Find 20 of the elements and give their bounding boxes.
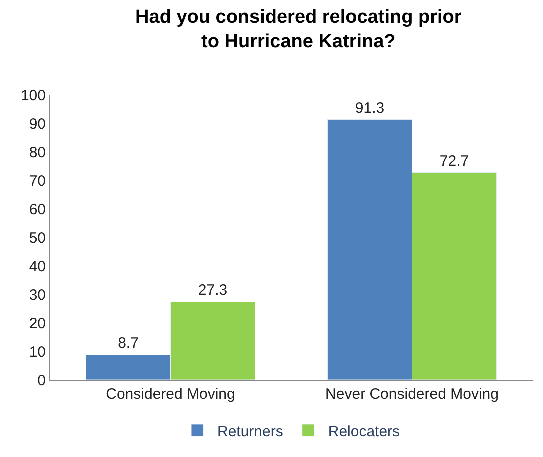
data-label: 8.7	[118, 335, 139, 352]
y-tick-label: 90	[29, 116, 46, 133]
chart-title: Had you considered relocating prior to Hurricane Katrina?	[136, 6, 462, 53]
y-tick-label: 10	[29, 344, 46, 361]
legend-label: Returners	[218, 423, 284, 440]
y-tick-label: 20	[29, 315, 46, 332]
data-label: 91.3	[355, 100, 385, 117]
x-tick-label: Never Considered Moving	[326, 386, 499, 403]
y-tick-label: 60	[29, 201, 46, 218]
y-tick-label: 40	[29, 258, 46, 276]
y-tick-label: 80	[29, 144, 46, 162]
y-tick-label: 70	[29, 172, 46, 190]
data-label: 27.3	[198, 282, 228, 300]
y-tick-label: 50	[29, 230, 46, 247]
legend-label: Relocaters	[328, 423, 400, 440]
y-tick-label: 30	[29, 286, 46, 304]
x-tick-label: Considered Moving	[106, 386, 236, 403]
y-tick-label: 100	[20, 87, 46, 104]
data-label: 72.7	[440, 152, 470, 170]
y-tick-label: 0	[38, 372, 46, 390]
